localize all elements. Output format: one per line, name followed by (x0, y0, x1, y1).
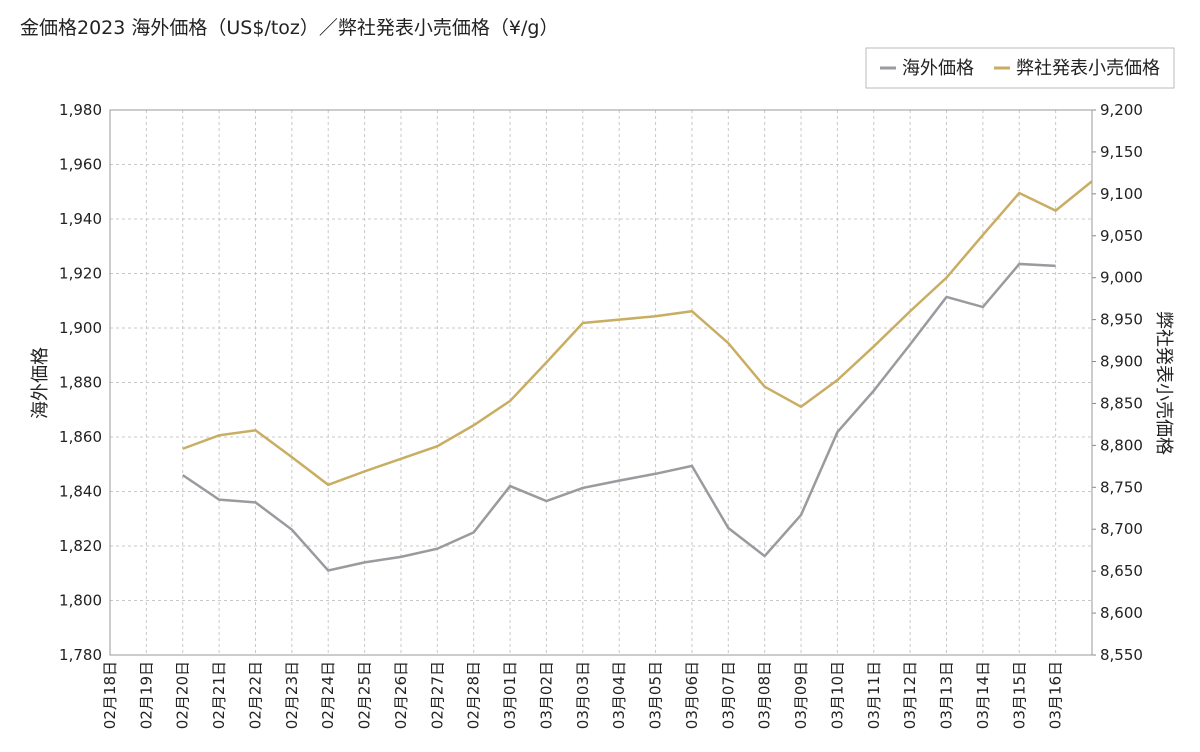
x-tick-label: 03月15日 (1010, 661, 1028, 729)
y-tick-label: 1,980 (59, 101, 102, 119)
series-line (182, 262, 1056, 572)
series-line (182, 180, 1093, 487)
x-tick-label: 02月18日 (101, 661, 119, 729)
x-tick-label: 02月28日 (465, 661, 483, 729)
y2-tick-label: 9,100 (1100, 185, 1143, 203)
x-tick-label: 02月27日 (428, 661, 446, 729)
x-tick-label: 03月01日 (501, 661, 519, 729)
y-tick-label: 1,800 (59, 592, 102, 610)
x-tick-label: 03月03日 (574, 661, 592, 729)
y2-tick-label: 8,650 (1100, 562, 1143, 580)
y2-tick-label: 8,600 (1100, 604, 1143, 622)
y-tick-label: 1,880 (59, 374, 102, 392)
legend-label: 弊社発表小売価格 (1016, 58, 1160, 79)
x-tick-label: 03月08日 (756, 661, 774, 729)
y2-tick-label: 8,750 (1100, 478, 1143, 496)
x-tick-label: 03月16日 (1047, 661, 1065, 729)
x-tick-label: 02月26日 (392, 661, 410, 729)
y2-tick-label: 9,150 (1100, 143, 1143, 161)
x-tick-label: 03月07日 (719, 661, 737, 729)
x-tick-label: 02月24日 (319, 661, 337, 729)
x-tick-label: 03月05日 (647, 661, 665, 729)
y2-tick-label: 8,800 (1100, 436, 1143, 454)
legend-box (865, 47, 1175, 89)
y-axis-title: 海外価格 (30, 347, 51, 419)
x-tick-label: 02月21日 (210, 661, 228, 729)
y2-tick-label: 8,850 (1100, 394, 1143, 412)
y2-tick-label: 8,700 (1100, 520, 1143, 538)
y-tick-label: 1,820 (59, 537, 102, 555)
y2-tick-label: 8,900 (1100, 353, 1143, 371)
x-tick-label: 02月22日 (246, 661, 264, 729)
y2-tick-label: 9,200 (1100, 101, 1143, 119)
x-tick-label: 03月10日 (828, 661, 846, 729)
y-tick-label: 1,940 (59, 210, 102, 228)
x-tick-label: 02月25日 (356, 661, 374, 729)
y-tick-label: 1,920 (59, 265, 102, 283)
y2-tick-label: 8,950 (1100, 311, 1143, 329)
y2-tick-label: 9,000 (1100, 269, 1143, 287)
y2-tick-label: 8,550 (1100, 646, 1143, 664)
x-tick-label: 03月11日 (865, 661, 883, 729)
legend-label: 海外価格 (902, 58, 974, 79)
plot-frame (109, 109, 1093, 656)
x-tick-label: 03月02日 (537, 661, 555, 729)
x-tick-label: 02月23日 (283, 661, 301, 729)
y-tick-label: 1,860 (59, 428, 102, 446)
y-tick-label: 1,900 (59, 319, 102, 337)
x-tick-label: 03月06日 (683, 661, 701, 729)
x-tick-label: 03月09日 (792, 661, 810, 729)
x-tick-label: 02月20日 (174, 661, 192, 729)
chart-title: 金価格2023 海外価格（US$/toz）／弊社発表小売価格（¥/g） (20, 17, 558, 39)
y-tick-label: 1,960 (59, 156, 102, 174)
x-tick-label: 03月04日 (610, 661, 628, 729)
x-tick-label: 03月12日 (901, 661, 919, 729)
x-tick-label: 02月19日 (137, 661, 155, 729)
y-tick-label: 1,780 (59, 646, 102, 664)
x-tick-label: 03月14日 (974, 661, 992, 729)
x-tick-label: 03月13日 (938, 661, 956, 729)
y2-axis-title: 弊社発表小売価格 (1153, 311, 1174, 455)
y-tick-label: 1,840 (59, 483, 102, 501)
y2-tick-label: 9,050 (1100, 227, 1143, 245)
